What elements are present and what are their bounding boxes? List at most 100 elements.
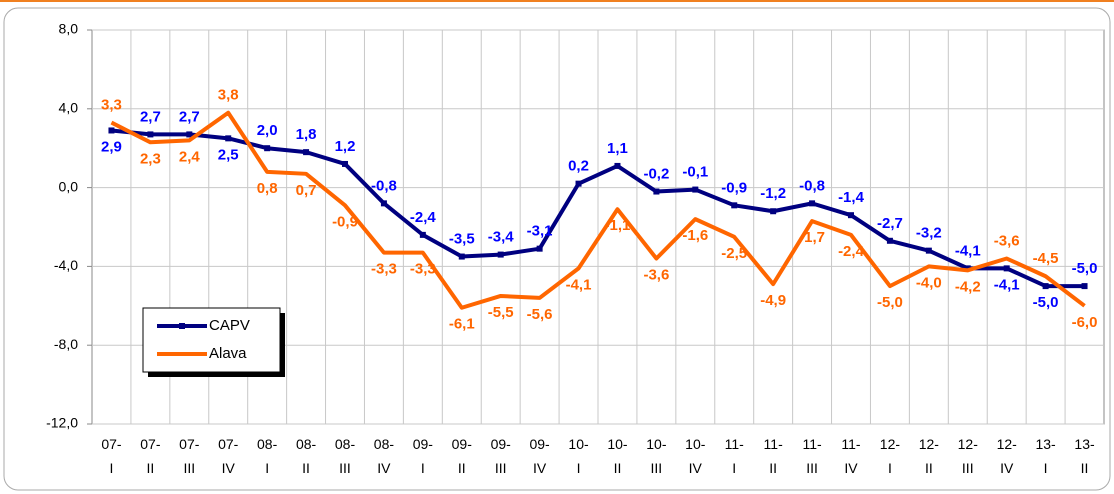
x-tick-label: 09- III [490, 436, 511, 476]
x-tick-label: 08- IV [373, 436, 395, 476]
legend-label: Alava [209, 345, 247, 362]
marker [108, 127, 115, 134]
x-tick-label: 07- I [101, 436, 122, 476]
data-label: 0,7 [296, 182, 317, 199]
data-label: -1,6 [682, 227, 708, 244]
data-label: 2,5 [218, 146, 239, 163]
marker [147, 131, 154, 138]
data-label: -0,8 [799, 177, 825, 194]
data-label: -3,1 [527, 223, 553, 240]
data-label: -1,1 [605, 217, 631, 234]
data-label: 1,8 [296, 126, 317, 143]
marker [1081, 283, 1088, 290]
x-tick-label: 07- II [140, 436, 161, 476]
marker [653, 188, 660, 195]
data-label: -1,7 [799, 229, 825, 246]
marker [380, 200, 387, 207]
x-tick-label: 10- IV [685, 436, 706, 476]
x-tick-label: 07- III [179, 436, 200, 476]
data-label: -4,9 [760, 292, 786, 309]
x-tick-label: 12- II [918, 436, 939, 476]
data-label: -3,6 [994, 232, 1020, 249]
data-label: -5,0 [877, 294, 903, 311]
x-tick-label: 10- III [646, 436, 667, 476]
x-tick-label: 12- I [879, 436, 901, 476]
series-line [111, 128, 1085, 289]
data-label: -2,4 [410, 209, 437, 226]
data-label: -5,0 [1033, 294, 1059, 311]
x-tick-label: 07- IV [218, 436, 239, 476]
x-tick-label: 09- II [451, 436, 472, 476]
data-label: 2,0 [257, 122, 278, 139]
y-tick-label: -8,0 [54, 336, 78, 352]
data-label: 0,8 [257, 180, 278, 197]
marker [342, 160, 348, 167]
x-tick-label: 08- II [295, 436, 317, 476]
data-label: -1,2 [760, 185, 786, 202]
data-label: -4,1 [955, 242, 981, 259]
marker [809, 200, 816, 207]
marker [497, 251, 504, 258]
series-line [110, 110, 1086, 310]
y-tick-label: -12,0 [46, 415, 78, 431]
legend-marker [179, 323, 185, 329]
data-label: -4,5 [1033, 250, 1059, 267]
data-label: -0,2 [643, 166, 669, 183]
x-tick-label: 10- II [607, 436, 628, 476]
marker [770, 208, 777, 215]
data-label: -3,3 [371, 261, 397, 278]
x-tick-label: 10- I [568, 436, 589, 476]
marker [225, 135, 232, 142]
data-label: 0,2 [568, 158, 589, 175]
marker [692, 186, 699, 193]
marker [303, 149, 310, 156]
x-tick-label: 11- II [763, 436, 783, 476]
x-tick-label: 11- III [802, 436, 822, 476]
data-label: -3,4 [488, 229, 515, 246]
marker [575, 180, 582, 187]
marker [419, 231, 426, 238]
marker [614, 162, 621, 169]
marker [848, 212, 854, 219]
marker [925, 247, 932, 254]
x-tick-label: 12- III [957, 436, 978, 476]
x-tick-label: 11- IV [841, 436, 861, 476]
data-label: 3,8 [218, 87, 239, 104]
data-label: -3,3 [410, 261, 436, 278]
x-tick-label: 08- III [334, 436, 356, 476]
marker [458, 253, 465, 260]
marker [886, 237, 893, 244]
data-label: -0,1 [682, 164, 708, 181]
y-tick-label: 4,0 [59, 100, 79, 116]
legend [142, 307, 281, 373]
data-label: -3,6 [643, 266, 669, 283]
data-label: 1,1 [607, 140, 628, 157]
marker [731, 202, 738, 209]
data-label: -4,1 [994, 276, 1020, 293]
data-label: 2,7 [179, 108, 200, 125]
x-tick-label: 13- II [1074, 436, 1095, 476]
data-label: -0,8 [371, 177, 397, 194]
marker [186, 131, 193, 138]
data-label: -2,7 [877, 215, 903, 232]
data-label: -4,0 [916, 274, 942, 291]
data-label: -1,4 [838, 189, 865, 206]
legend-label: CAPV [209, 317, 250, 334]
data-label: -2,5 [721, 245, 747, 262]
data-label: -2,4 [838, 243, 865, 260]
data-label: 2,9 [101, 138, 122, 155]
data-label: 3,3 [101, 97, 122, 114]
data-label: -3,5 [449, 231, 475, 248]
data-label: -5,5 [488, 304, 514, 321]
data-label: -3,2 [916, 225, 942, 242]
frame [3, 7, 1111, 491]
y-tick-label: -4,0 [54, 257, 78, 273]
x-tick-label: 11- I [724, 436, 744, 476]
data-label: -4,2 [955, 278, 981, 295]
data-label: 1,2 [335, 138, 356, 155]
data-label: -5,0 [1072, 260, 1098, 277]
x-tick-label: 09- IV [529, 436, 550, 476]
x-tick-label: 13- I [1035, 436, 1056, 476]
